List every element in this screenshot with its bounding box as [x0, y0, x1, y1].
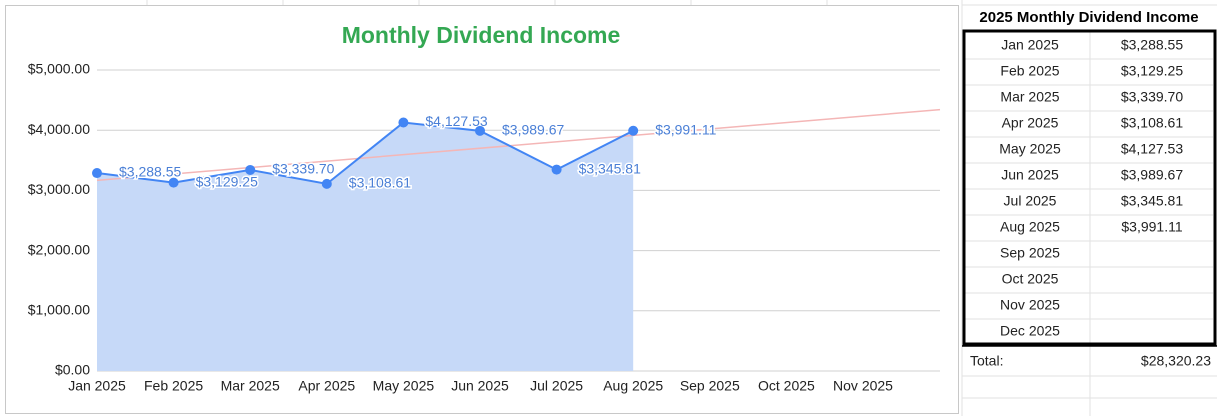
point [551, 164, 562, 175]
x-tick-label: Jan 2025 [68, 378, 126, 394]
value-cell: $3,345.81 [1121, 193, 1183, 209]
y-tick-label: $5,000.00 [28, 61, 90, 77]
month-cell: Dec 2025 [1000, 323, 1060, 339]
month-cell: Apr 2025 [1002, 115, 1059, 131]
point [321, 178, 332, 189]
y-tick-label: $4,000.00 [28, 121, 90, 137]
y-tick-label: $2,000.00 [28, 241, 90, 257]
x-tick-label: Sep 2025 [680, 378, 740, 394]
month-cell: Jul 2025 [1004, 193, 1057, 209]
point [398, 117, 409, 128]
area [97, 122, 634, 371]
month-cell: Feb 2025 [1000, 63, 1059, 79]
month-cell: Jun 2025 [1001, 167, 1059, 183]
month-cell: Jan 2025 [1001, 37, 1059, 53]
value-cell: $4,127.53 [1121, 141, 1183, 157]
data-label: $3,989.67 [502, 122, 564, 138]
month-cell: Aug 2025 [1000, 219, 1060, 235]
x-tick-label: Jun 2025 [451, 378, 509, 394]
data-label: $3,345.81 [579, 160, 641, 176]
month-cell: Mar 2025 [1000, 89, 1059, 105]
total-value: $28,320.23 [1141, 353, 1211, 369]
month-cell: Oct 2025 [1002, 271, 1059, 287]
trendline [96, 108, 941, 182]
data-label: $3,339.70 [272, 161, 334, 177]
value-cell: $3,989.67 [1121, 167, 1183, 183]
x-tick-label: May 2025 [373, 378, 435, 394]
data-label: $3,288.55 [119, 164, 181, 180]
chart-title: Monthly Dividend Income [342, 22, 621, 48]
value-cell: $3,339.70 [1121, 89, 1183, 105]
y-tick-label: $0.00 [55, 362, 90, 378]
line [96, 121, 634, 185]
x-tick-label: Nov 2025 [833, 378, 893, 394]
data-label: $3,108.61 [349, 175, 411, 191]
x-tick-label: Aug 2025 [603, 378, 663, 394]
value-cell: $3,129.25 [1121, 63, 1183, 79]
data-label: $3,129.25 [196, 173, 258, 189]
value-cell: $3,288.55 [1121, 37, 1183, 53]
x-tick-label: Jul 2025 [530, 378, 583, 394]
point [628, 125, 639, 136]
y-tick-label: $1,000.00 [28, 302, 90, 318]
month-cell: May 2025 [999, 141, 1061, 157]
table-title: 2025 Monthly Dividend Income [979, 9, 1198, 26]
y-tick-label: $3,000.00 [28, 181, 90, 197]
point [475, 125, 485, 136]
table-border [962, 29, 1217, 346]
x-tick-label: Apr 2025 [298, 378, 355, 394]
point [168, 177, 179, 188]
month-cell: Sep 2025 [1000, 245, 1060, 261]
data-label: $4,127.53 [425, 113, 487, 129]
value-cell: $3,108.61 [1121, 115, 1183, 131]
x-tick-label: Mar 2025 [221, 378, 280, 394]
data-label: $3,991.11 [655, 121, 716, 137]
month-cell: Nov 2025 [1000, 297, 1060, 313]
point [245, 164, 256, 175]
value-cell: $3,991.11 [1121, 219, 1182, 235]
x-tick-label: Feb 2025 [144, 378, 203, 394]
total-label: Total: [970, 353, 1003, 369]
point [92, 168, 102, 179]
x-tick-label: Oct 2025 [758, 378, 815, 394]
